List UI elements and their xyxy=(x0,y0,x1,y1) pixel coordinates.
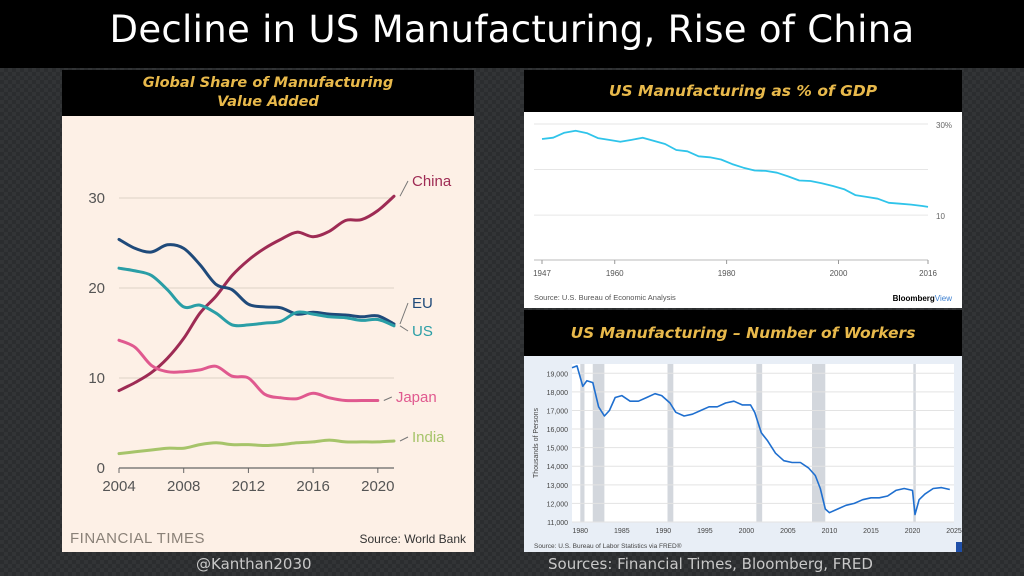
chart3-xtick: 2005 xyxy=(780,528,796,535)
chart1-series-line-india xyxy=(117,438,396,456)
chart2-header-text: US Manufacturing as % of GDP xyxy=(608,82,878,100)
chart1-xtick: 2016 xyxy=(296,478,329,495)
chart3-xtick: 2015 xyxy=(863,528,879,535)
chart1-header: Global Share of Manufacturing Value Adde… xyxy=(62,70,474,116)
chart3-xtick: 1985 xyxy=(614,528,630,535)
chart3-source: Source: U.S. Bureau of Labor Statistics … xyxy=(534,542,682,550)
chart3-plot-area xyxy=(572,364,954,522)
chart2-svg: 30% 10 1947 1960 1980 2000 2016 Source: U.S. Bu… xyxy=(533,121,953,303)
chart1-label-leader xyxy=(399,302,409,325)
chart3-header-text: US Manufacturing – Number of Workers xyxy=(570,324,916,342)
chart1-series-label: India xyxy=(412,429,445,446)
chart2-brand: BloombergView xyxy=(893,294,953,303)
chart2-xtick: 1960 xyxy=(606,269,624,278)
chart2-series-line xyxy=(541,129,929,208)
chart2-brand-a: Bloomberg xyxy=(893,294,935,303)
chart3-xtick: 2010 xyxy=(822,528,838,535)
chart1-ytick: 0 xyxy=(97,460,105,477)
chart1-label-leader xyxy=(399,325,409,332)
title-bar: Decline in US Manufacturing, Rise of Chi… xyxy=(0,0,1024,68)
chart3-ytick: 16,000 xyxy=(547,427,569,434)
chart1-ytick: 10 xyxy=(88,370,105,387)
chart3-ytick: 17,000 xyxy=(547,408,569,415)
chart2-ytick: 30% xyxy=(936,121,952,130)
chart2-header: US Manufacturing as % of GDP xyxy=(524,70,962,112)
chart3-recession-band xyxy=(667,364,674,522)
chart1-panel: 0 10 20 30 2004 2008 2012 2016 2020 China EU US Japa… xyxy=(62,116,474,552)
chart2-xtick: 2016 xyxy=(919,269,937,278)
chart3-ylabel: Thousands of Persons xyxy=(533,407,540,478)
chart3-xtick: 2025 xyxy=(946,528,962,535)
chart1-ytick: 30 xyxy=(88,190,105,207)
chart3-panel: 11,000 12,000 13,000 14,000 15,000 16,000 17,0… xyxy=(524,356,962,552)
chart1-brand: FINANCIAL TIMES xyxy=(70,530,205,547)
chart3-recession-band xyxy=(756,364,763,522)
slide-title: Decline in US Manufacturing, Rise of Chi… xyxy=(109,8,915,51)
chart3-ytick: 13,000 xyxy=(547,483,569,490)
sources-line: Sources: Financial Times, Bloomberg, FRE… xyxy=(548,555,873,573)
chart3-recession-band xyxy=(811,364,826,522)
chart1-series-line-china xyxy=(117,194,396,393)
chart3-xtick: 2000 xyxy=(739,528,755,535)
chart1-xtick: 2012 xyxy=(232,478,265,495)
chart2-brand-b: View xyxy=(935,294,952,303)
chart3-xtick: 1980 xyxy=(573,528,589,535)
chart3-svg: 11,000 12,000 13,000 14,000 15,000 16,000 17,0… xyxy=(524,356,962,552)
chart2-xtick: 1980 xyxy=(718,269,736,278)
chart1-xtick: 2008 xyxy=(167,478,200,495)
chart1-label-leader xyxy=(399,180,409,197)
chart1-label-leader xyxy=(399,436,409,442)
chart1-xtick: 2004 xyxy=(102,478,135,495)
chart3-header: US Manufacturing – Number of Workers xyxy=(524,310,962,356)
chart1-series-line-japan xyxy=(117,338,380,403)
chart1-series-label: Japan xyxy=(396,389,437,406)
chart1-ytick: 20 xyxy=(88,280,105,297)
chart1-series-label: US xyxy=(412,323,433,340)
chart3-recession-band xyxy=(913,364,916,522)
chart1-series-label: China xyxy=(412,173,452,190)
chart1-header-line1: Global Share of Manufacturing xyxy=(142,75,394,91)
chart3-recession-band xyxy=(592,364,605,522)
chart1-header-line2: Value Added xyxy=(217,94,319,110)
chart3-ytick: 19,000 xyxy=(547,371,569,378)
chart1-series-line-eu xyxy=(117,237,396,326)
chart1-series-label: EU xyxy=(412,295,433,312)
chart2-panel: 30% 10 1947 1960 1980 2000 2016 Source: U.S. Bu… xyxy=(524,112,962,308)
chart3-ytick: 11,000 xyxy=(547,520,568,527)
chart1-source: Source: World Bank xyxy=(360,532,467,546)
chart3-xtick: 1990 xyxy=(656,528,672,535)
chart3-ytick: 18,000 xyxy=(547,390,569,397)
chart3-ytick: 15,000 xyxy=(547,446,569,453)
chart1-label-leader xyxy=(383,396,393,401)
chart3-series-line xyxy=(571,365,950,516)
chart3-xtick: 1995 xyxy=(697,528,713,535)
chart1-svg: 0 10 20 30 2004 2008 2012 2016 2020 China EU US Japa… xyxy=(70,173,467,547)
chart3-xtick: 2020 xyxy=(905,528,921,535)
chart3-ytick: 14,000 xyxy=(547,464,569,471)
author-handle: @Kanthan2030 xyxy=(196,555,312,573)
chart3-corner-mark xyxy=(956,542,962,552)
chart2-xtick: 1947 xyxy=(533,269,551,278)
chart1-xtick: 2020 xyxy=(361,478,394,495)
chart2-source: Source: U.S. Bureau of Economic Analysis xyxy=(534,293,676,302)
chart1-series-line-us xyxy=(117,266,396,328)
chart3-recession-band xyxy=(580,364,585,522)
chart2-xtick: 2000 xyxy=(830,269,848,278)
chart2-ytick: 10 xyxy=(936,212,945,221)
chart3-ytick: 12,000 xyxy=(547,501,569,508)
